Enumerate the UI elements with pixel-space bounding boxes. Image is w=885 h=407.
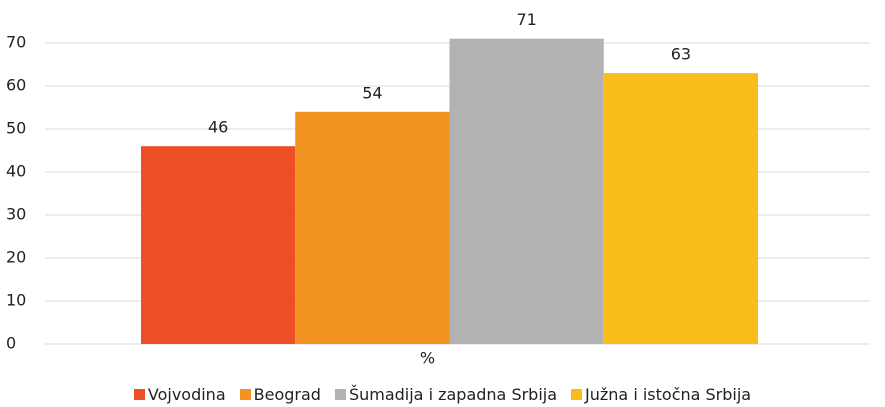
y-tick-label: 40 — [6, 162, 26, 181]
legend-item: Šumadija i zapadna Srbija — [334, 385, 558, 404]
bar — [603, 73, 758, 344]
x-tick-label: % — [420, 349, 435, 368]
y-tick-label: 0 — [6, 334, 16, 353]
legend-swatch — [239, 389, 251, 400]
legend-label: Šumadija i zapadna Srbija — [348, 385, 558, 404]
legend-item: Vojvodina — [133, 385, 226, 404]
legend: Vojvodina Beograd Šumadija i zapadna Srbij… — [0, 385, 885, 404]
y-tick-label: 70 — [6, 33, 26, 52]
legend-item: Južna i istočna Srbija — [571, 385, 751, 404]
bar — [141, 146, 296, 344]
y-tick-label: 20 — [6, 248, 26, 267]
bar — [449, 38, 604, 344]
plot: 0 10 20 30 40 50 60 70% 46 54 71 63 — [6, 10, 870, 368]
data-label: 71 — [516, 10, 536, 29]
data-label: 54 — [362, 83, 382, 102]
data-label: 46 — [208, 118, 228, 137]
legend-label: Južna i istočna Srbija — [585, 385, 752, 404]
legend-swatch — [133, 389, 145, 400]
y-tick-label: 60 — [6, 76, 26, 95]
y-tick-label: 10 — [6, 291, 26, 310]
legend-swatch — [571, 389, 583, 400]
bar — [295, 111, 450, 344]
data-label: 63 — [671, 45, 691, 64]
y-tick-label: 50 — [6, 119, 26, 138]
y-tick-label: 30 — [6, 205, 26, 224]
legend-label: Vojvodina — [147, 385, 226, 404]
legend-label: Beograd — [253, 385, 321, 404]
legend-item: Beograd — [239, 385, 321, 404]
legend-swatch — [334, 389, 346, 400]
